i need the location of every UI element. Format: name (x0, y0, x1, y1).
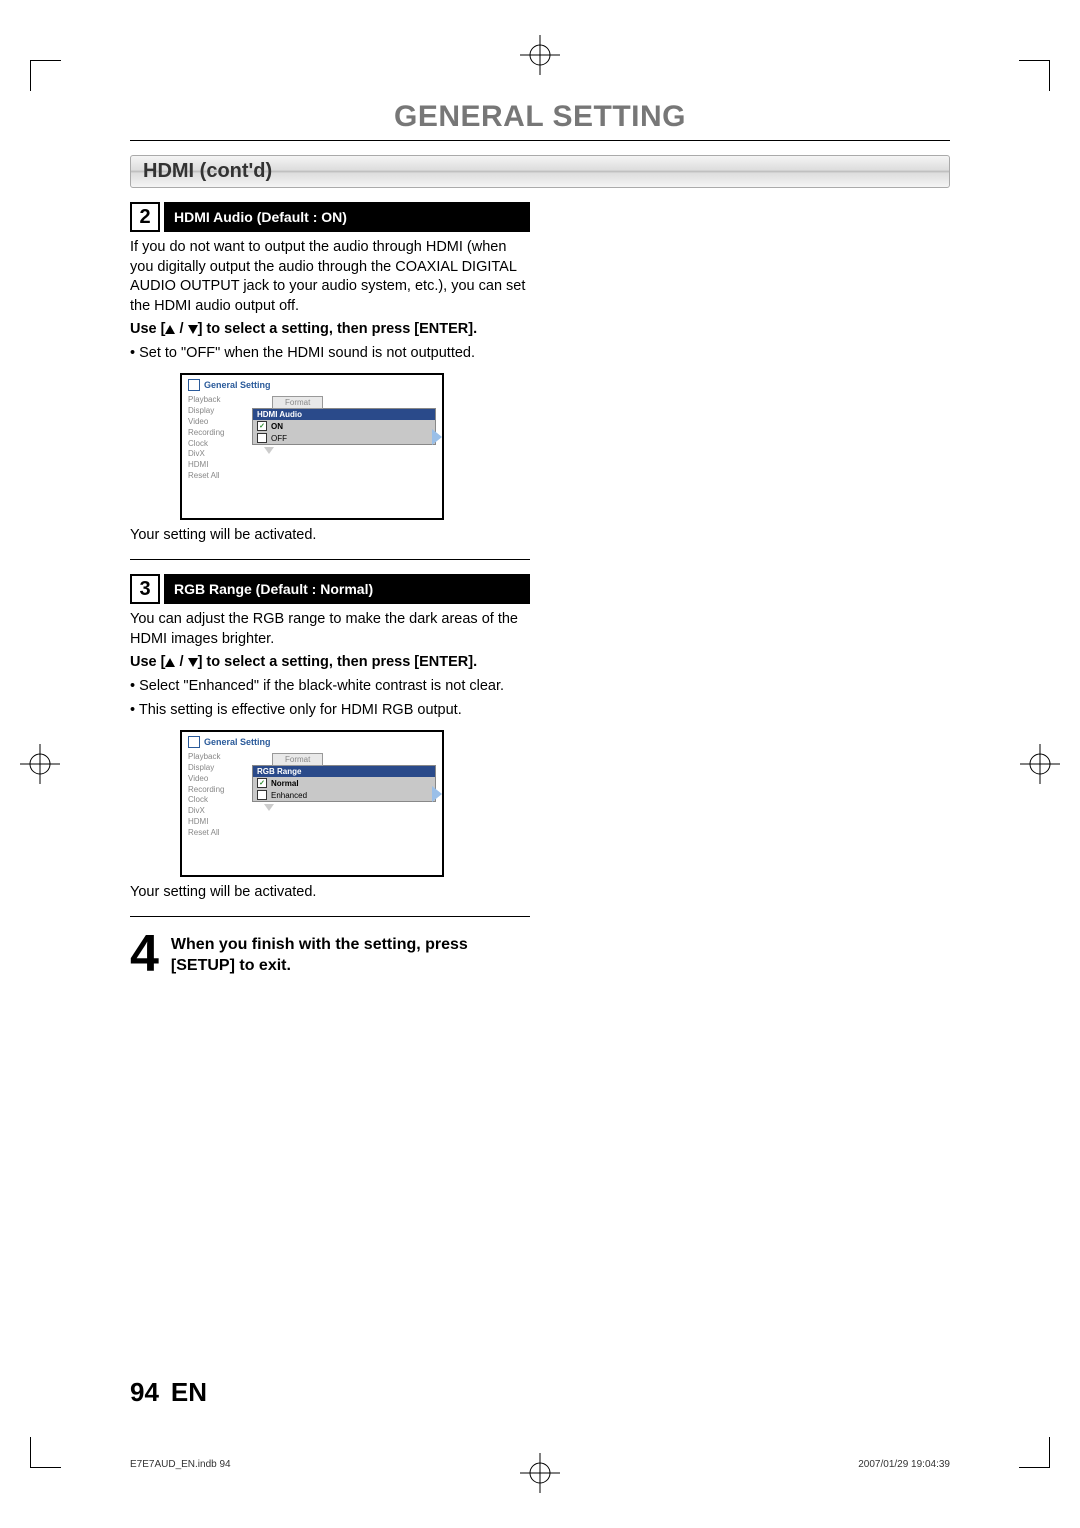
confirmation-text: Your setting will be activated. (130, 526, 530, 546)
instr-suffix: ] to select a setting, then press [ENTER… (198, 321, 478, 337)
registration-mark (520, 35, 560, 75)
osd-menu-item: Reset All (188, 828, 248, 839)
osd-menu-item: DivX (188, 449, 248, 460)
osd-menu-item: Display (188, 406, 248, 417)
bullet-text: • Set to "OFF" when the HDMI sound is no… (130, 344, 530, 364)
osd-option: Enhanced (253, 789, 435, 801)
divider (130, 916, 530, 917)
confirmation-text: Your setting will be activated. (130, 883, 530, 903)
registration-mark (520, 1453, 560, 1493)
step-text: When you finish with the setting, press … (171, 931, 530, 978)
crop-mark (1019, 1437, 1050, 1468)
osd-panel-title: HDMI Audio (253, 409, 435, 420)
body-paragraph: If you do not want to output the audio t… (130, 238, 530, 316)
step-number-large: 4 (130, 931, 159, 978)
osd-option-label: OFF (271, 434, 287, 443)
osd-menu-item: Recording (188, 785, 248, 796)
down-triangle-icon (188, 325, 198, 334)
divider (130, 140, 950, 141)
registration-mark (1020, 744, 1060, 784)
osd-panel: HDMI Audio ✓ ON OFF (252, 408, 436, 445)
osd-menu-item: Playback (188, 752, 248, 763)
checkbox-icon (257, 790, 267, 800)
gear-icon (188, 379, 200, 391)
up-triangle-icon (165, 658, 175, 667)
up-triangle-icon (165, 325, 175, 334)
osd-panel-title: RGB Range (253, 766, 435, 777)
bullet-text: • This setting is effective only for HDM… (130, 701, 530, 721)
down-triangle-icon (188, 658, 198, 667)
chevron-down-icon (264, 804, 276, 814)
crop-mark (30, 1437, 61, 1468)
play-arrow-icon (432, 786, 442, 802)
chevron-down-icon (264, 447, 276, 457)
body-paragraph: You can adjust the RGB range to make the… (130, 610, 530, 649)
instr-mid: / (175, 654, 187, 670)
osd-menu-item: DivX (188, 806, 248, 817)
instr-suffix: ] to select a setting, then press [ENTER… (198, 654, 478, 670)
gear-icon (188, 736, 200, 748)
osd-option: OFF (253, 432, 435, 444)
osd-title: General Setting (204, 737, 271, 747)
final-step: 4 When you finish with the setting, pres… (130, 931, 530, 978)
page-lang: EN (171, 1377, 207, 1407)
step-label: HDMI Audio (Default : ON) (164, 202, 530, 232)
checkbox-icon (257, 433, 267, 443)
osd-menu-item: Reset All (188, 471, 248, 482)
page-number-value: 94 (130, 1377, 159, 1407)
osd-menu-item: HDMI (188, 460, 248, 471)
checkbox-icon: ✓ (257, 778, 267, 788)
osd-sidebar: Playback Display Video Recording Clock D… (188, 752, 248, 838)
instr-prefix: Use [ (130, 654, 165, 670)
crop-mark (1019, 60, 1050, 91)
step-header: 2 HDMI Audio (Default : ON) (130, 202, 530, 232)
instruction-line: Use [ / ] to select a setting, then pres… (130, 653, 530, 673)
osd-option: ✓ ON (253, 420, 435, 432)
osd-tab: Format (272, 396, 323, 409)
osd-menu-item: Display (188, 763, 248, 774)
step-number: 3 (130, 574, 160, 604)
osd-menu-item: Video (188, 774, 248, 785)
osd-menu-item: Playback (188, 395, 248, 406)
osd-screenshot: General Setting Playback Display Video R… (180, 373, 444, 519)
registration-mark (20, 744, 60, 784)
page-number: 94 EN (130, 1377, 207, 1408)
divider (130, 559, 530, 560)
bullet-text: • Select "Enhanced" if the black-white c… (130, 677, 530, 697)
osd-title: General Setting (204, 380, 271, 390)
instr-mid: / (175, 321, 187, 337)
osd-menu-item: HDMI (188, 817, 248, 828)
osd-menu-item: Recording (188, 428, 248, 439)
osd-option-label: ON (271, 422, 283, 431)
instruction-line: Use [ / ] to select a setting, then pres… (130, 320, 530, 340)
step-header: 3 RGB Range (Default : Normal) (130, 574, 530, 604)
crop-mark (30, 60, 61, 91)
footer-filename: E7E7AUD_EN.indb 94 (130, 1459, 231, 1470)
osd-tab: Format (272, 753, 323, 766)
page-title: GENERAL SETTING (130, 100, 950, 140)
instr-prefix: Use [ (130, 321, 165, 337)
osd-option: ✓ Normal (253, 777, 435, 789)
osd-menu-item: Video (188, 417, 248, 428)
osd-option-label: Enhanced (271, 791, 307, 800)
osd-screenshot: General Setting Playback Display Video R… (180, 730, 444, 876)
footer-timestamp: 2007/01/29 19:04:39 (858, 1459, 950, 1470)
section-heading: HDMI (cont'd) (130, 155, 950, 188)
play-arrow-icon (432, 429, 442, 445)
step-label: RGB Range (Default : Normal) (164, 574, 530, 604)
osd-menu-item: Clock (188, 795, 248, 806)
osd-sidebar: Playback Display Video Recording Clock D… (188, 395, 248, 481)
osd-option-label: Normal (271, 779, 299, 788)
osd-menu-item: Clock (188, 439, 248, 450)
step-number: 2 (130, 202, 160, 232)
checkbox-icon: ✓ (257, 421, 267, 431)
osd-panel: RGB Range ✓ Normal Enhanced (252, 765, 436, 802)
